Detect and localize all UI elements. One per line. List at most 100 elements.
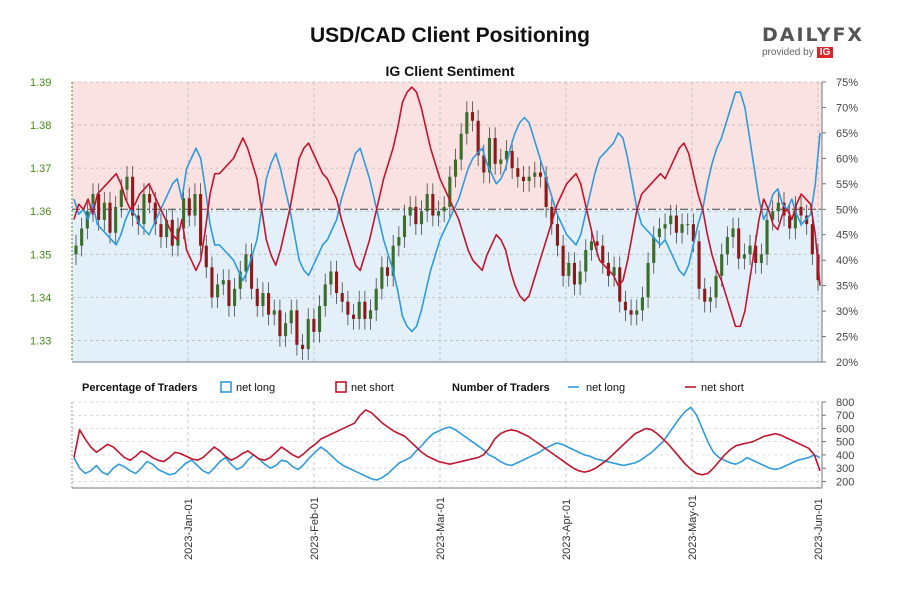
net-short-count-line (73, 409, 821, 476)
candle-body (703, 288, 707, 302)
candle-body (521, 176, 526, 182)
candle-body (589, 241, 593, 250)
candle-body (504, 150, 509, 160)
candle-body (165, 219, 169, 238)
brand-name: DAILYFX (762, 24, 865, 46)
candle-body (199, 194, 203, 246)
net-long-zone (72, 209, 822, 362)
candle-body (708, 297, 712, 302)
candle-body (221, 280, 225, 285)
candle-body (629, 310, 633, 315)
date-tick-label: 2023-Jun-01 (813, 498, 825, 560)
candle-body (351, 314, 356, 319)
candle-body (414, 206, 418, 225)
candle-body (380, 267, 384, 289)
percent-tick-label: 65% (836, 128, 858, 140)
percent-tick-label: 60% (836, 153, 858, 165)
candle-body (493, 138, 497, 164)
candle-body (499, 159, 503, 164)
candle-body (323, 284, 327, 306)
candle-body (301, 344, 305, 350)
price-tick-label: 1.39 (30, 77, 51, 89)
candle-body (799, 206, 803, 216)
candle-body (754, 245, 758, 263)
candle-body (193, 194, 197, 216)
candle-body (385, 267, 390, 276)
candle-body (635, 310, 639, 315)
candle-body (125, 176, 129, 190)
candle-body (567, 262, 571, 276)
legend-pct-long-label: net long (236, 382, 275, 394)
price-tick-label: 1.35 (30, 249, 51, 261)
candle-body (102, 202, 106, 220)
candle-body (476, 120, 480, 156)
candle-body (646, 262, 650, 298)
candle-body (731, 228, 735, 238)
candle-body (516, 168, 520, 177)
percent-tick-label: 20% (836, 357, 858, 369)
candle-body (623, 301, 627, 311)
candle-body (289, 310, 293, 324)
candle-body (250, 254, 254, 289)
candle-body (669, 215, 673, 225)
date-axis: 2023-Jan-01 2023-Feb-01 2023-Mar-01 2023-Ap… (183, 495, 825, 560)
price-tick-label: 1.33 (30, 335, 51, 347)
candle-body (85, 211, 89, 229)
candle-body (759, 254, 763, 263)
main-price-sentiment-plot: 1.33 1.34 1.35 1.36 1.37 1.38 1.39 20% 25% 30% 35%… (30, 77, 858, 369)
candle-body (142, 194, 146, 225)
candle-body (148, 194, 152, 203)
candle-body (555, 224, 560, 246)
legend-num-short-label: net short (701, 382, 744, 394)
legend-pct-long-swatch (220, 381, 232, 393)
candle-body (261, 293, 265, 306)
candle-body (182, 198, 186, 229)
candle-body (108, 202, 112, 233)
traders-tick-label: 700 (836, 410, 854, 422)
dailyfx-logo: DAILYFX provided by IG (762, 24, 872, 58)
net-short-zone (72, 82, 822, 210)
candle-body (91, 194, 95, 212)
candle-body (408, 206, 412, 216)
candle-body (210, 267, 214, 298)
candle-body (510, 150, 514, 169)
candle-body (340, 293, 344, 302)
candle-body (442, 206, 446, 212)
candle-body (363, 301, 367, 319)
candle-body (312, 318, 316, 332)
chart-subtitle: IG Client Sentiment (385, 63, 515, 79)
candle-body (544, 176, 548, 207)
net-long-percent-line (73, 91, 821, 333)
brand-provided-by: provided by IG (762, 47, 872, 58)
candle-body (805, 215, 809, 225)
candle-body (720, 254, 724, 276)
legend-pct-short-label: net short (351, 382, 394, 394)
candle-body (436, 211, 441, 216)
candle-body (612, 267, 616, 276)
candle-body (255, 288, 259, 306)
candle-body (737, 228, 741, 259)
candle-body (204, 245, 208, 268)
candle-body (482, 155, 486, 173)
candle-body (691, 224, 695, 242)
candle-body (306, 318, 310, 350)
candle-body (329, 271, 333, 285)
candle-body (431, 194, 435, 216)
traders-tick-label: 400 (836, 450, 854, 462)
percent-tick-label: 75% (836, 77, 858, 89)
candle-body (397, 237, 401, 246)
candle-body (776, 202, 780, 212)
candle-body (572, 262, 577, 285)
traders-tick-label: 600 (836, 423, 854, 435)
candle-body (159, 224, 163, 238)
percent-tick-label: 55% (836, 179, 858, 191)
candle-body (74, 245, 78, 255)
legend: Percentage of Traders net long net short… (82, 381, 744, 394)
candle-body (187, 198, 191, 216)
candle-body (714, 275, 718, 298)
price-tick-label: 1.36 (30, 206, 51, 218)
candle-body (561, 245, 565, 276)
candle-body (697, 241, 701, 289)
candle-body (459, 133, 463, 160)
percent-tick-label: 70% (836, 102, 858, 114)
